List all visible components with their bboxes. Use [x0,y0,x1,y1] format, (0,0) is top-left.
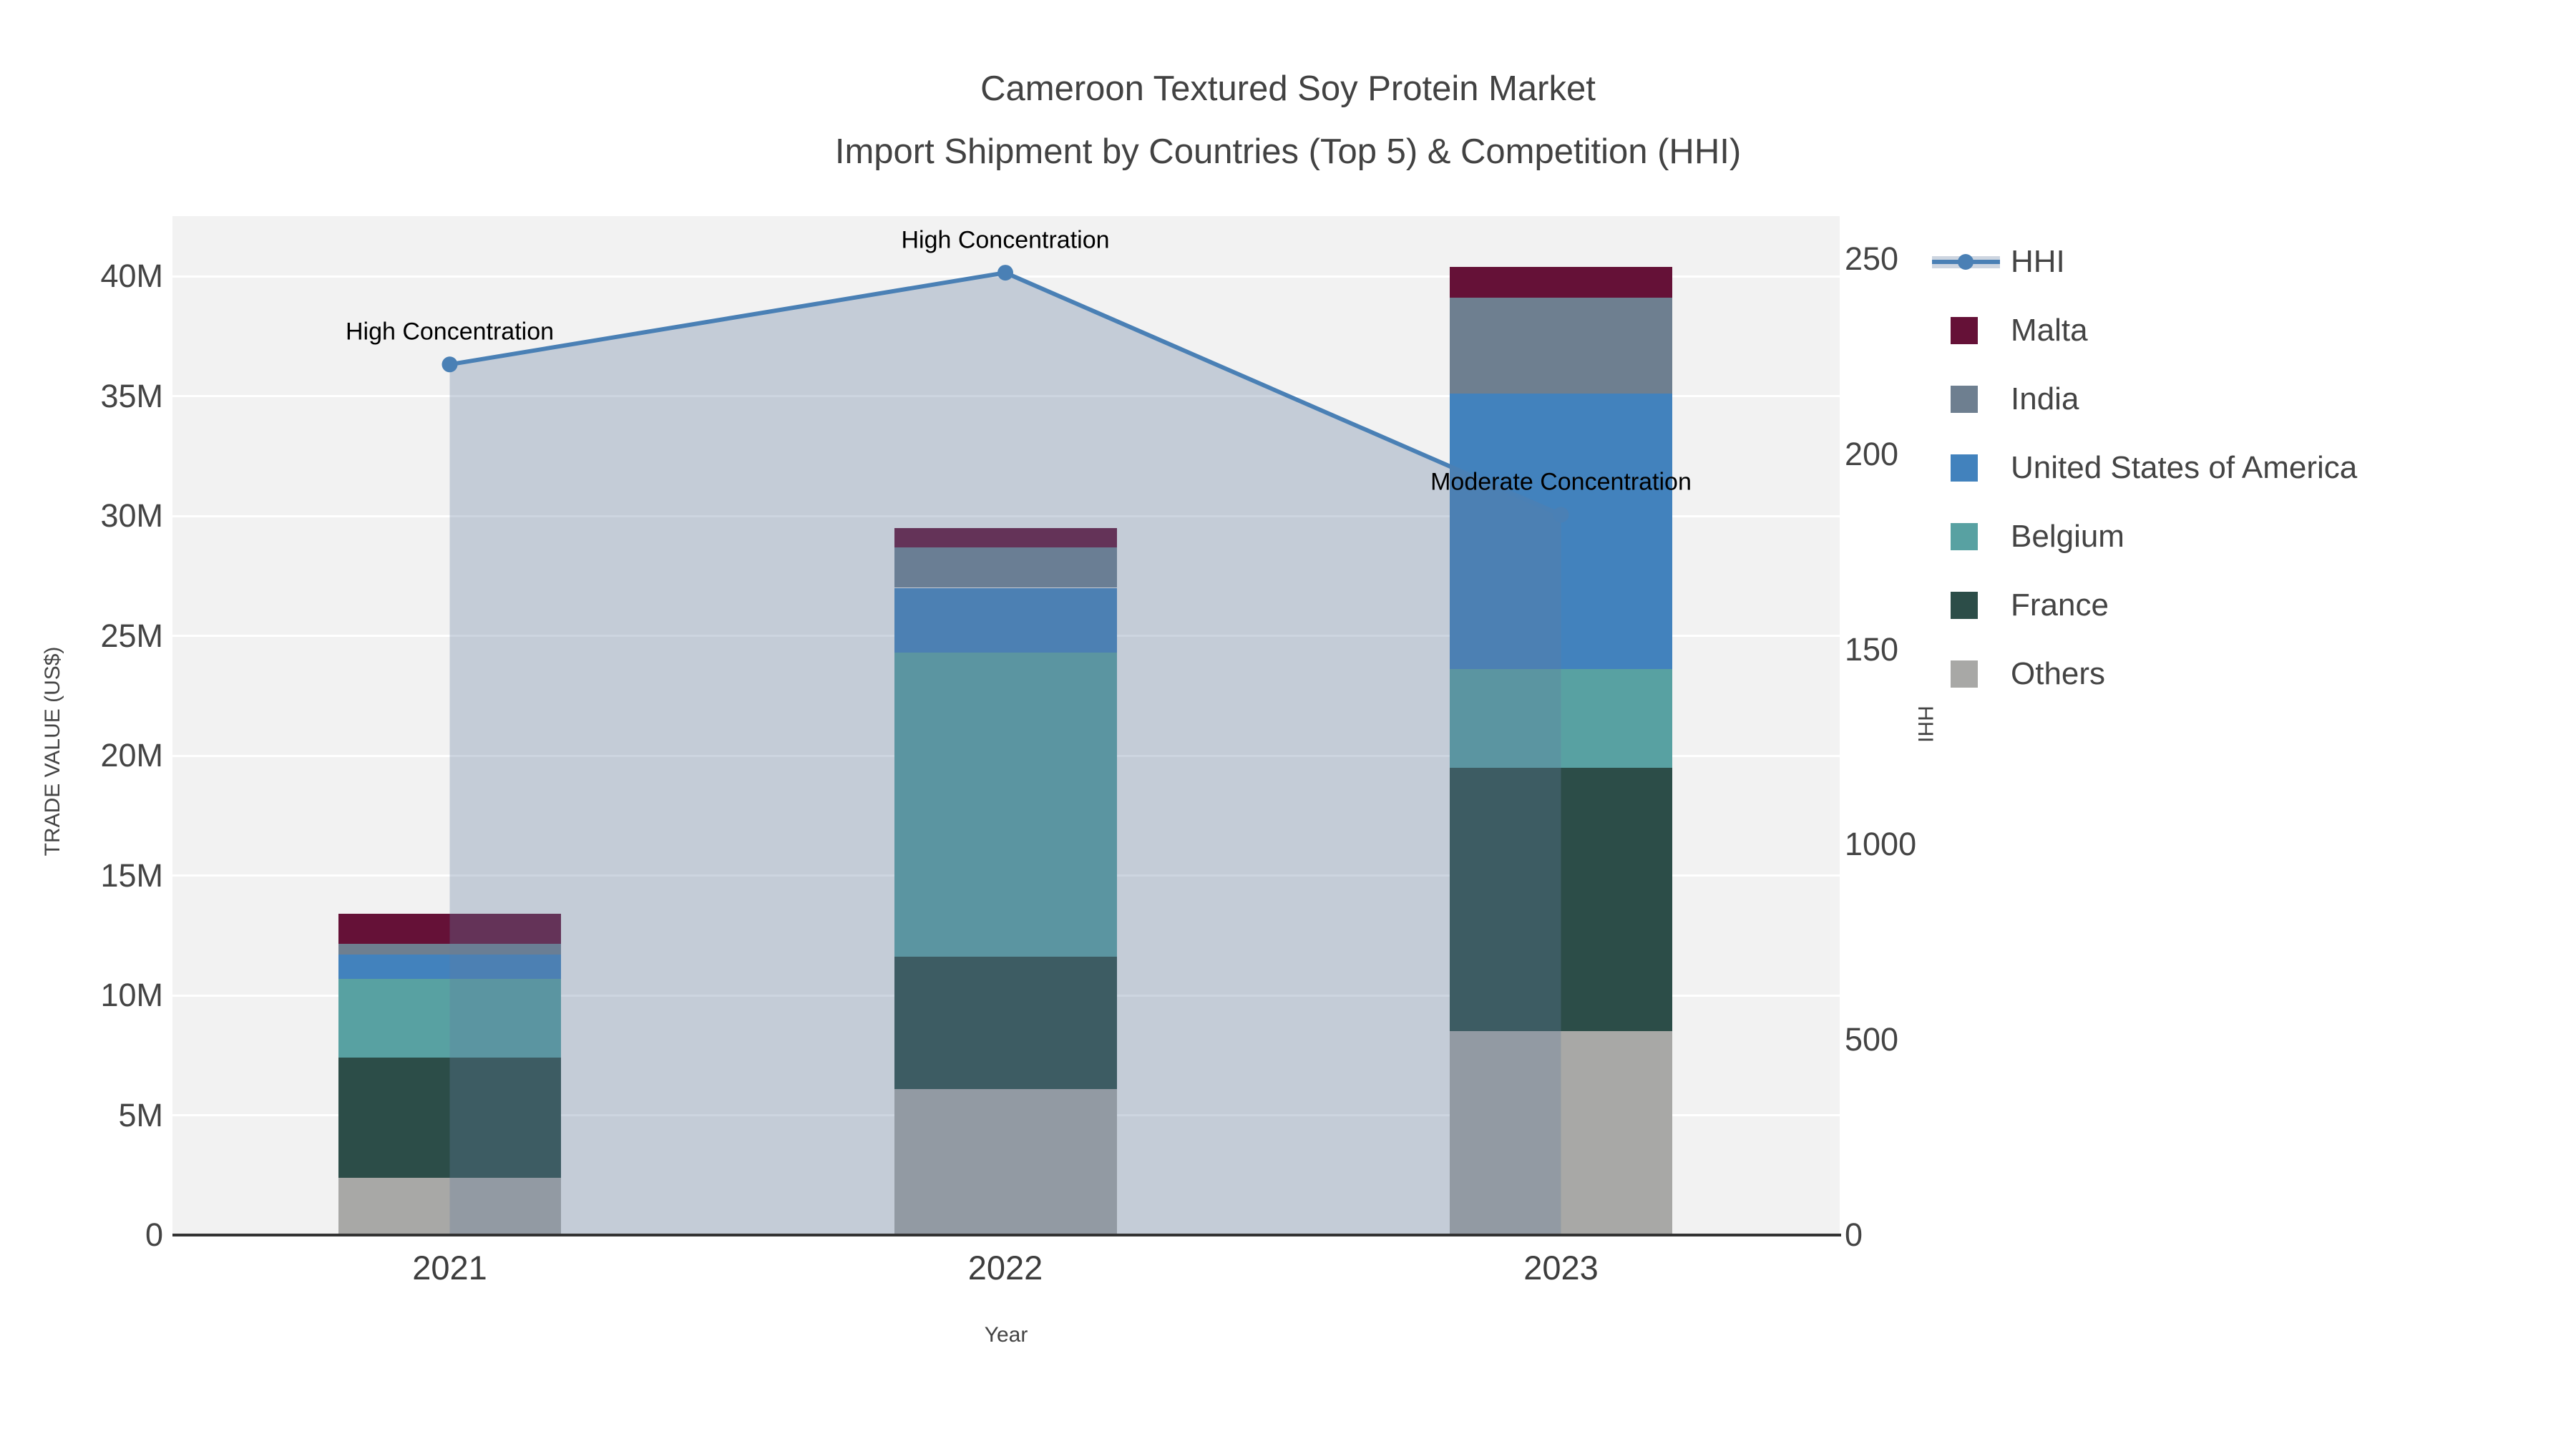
bar-segment-france-2022[interactable] [894,957,1117,1089]
left-tick-20M: 20M [100,737,163,774]
legend-label: Others [2011,656,2106,691]
left-tick-5M: 5M [118,1096,163,1133]
bar-segment-france-2021[interactable] [338,1058,561,1178]
chart-title-line2: Import Shipment by Countries (Top 5) & C… [834,132,1742,171]
color-swatch-icon [1932,315,2000,346]
legend-item-belgium[interactable]: Belgium [1932,502,2357,571]
x-axis-line [172,1234,1841,1236]
annotation-high-concentration: High Concentration [345,318,555,346]
legend: HHI Malta India United States of America Bel… [1932,228,2357,708]
legend-swatch-malta [1951,317,1978,344]
color-swatch-icon [1932,384,2000,415]
bar-segment-united-states-of-america-2022[interactable] [894,587,1117,653]
right-tick-250: 250 [1845,240,1899,277]
x-tick-2023: 2023 [1523,1249,1599,1287]
left-axis-title: TRADE VALUE (US$) [41,646,64,857]
bar-segment-others-2022[interactable] [894,1088,1117,1235]
right-tick-150: 150 [1845,630,1899,668]
color-swatch-icon [1932,521,2000,552]
legend-label: United States of America [2011,450,2358,485]
legend-item-india[interactable]: India [1932,365,2357,434]
right-tick-0: 0 [1845,1216,1863,1253]
color-swatch-icon [1932,590,2000,621]
bar-segment-others-2023[interactable] [1450,1031,1672,1235]
left-tick-25M: 25M [100,617,163,654]
hhi-line-swatch-icon [1932,246,2000,278]
hhi-marker-2023[interactable] [1553,507,1569,523]
bar-segment-united-states-of-america-2023[interactable] [1450,394,1672,670]
bar-segment-others-2021[interactable] [338,1177,561,1235]
bar-segment-malta-2021[interactable] [338,914,561,944]
right-tick-500: 500 [1845,1021,1899,1058]
bar-segment-belgium-2022[interactable] [894,652,1117,957]
bar-segment-india-2023[interactable] [1450,298,1672,394]
left-tick-40M: 40M [100,258,163,294]
color-swatch-icon [1932,658,2000,690]
legend-swatch-belgium [1951,523,1978,550]
legend-swatch-united-states-of-america [1951,454,1978,482]
hhi-marker-2021[interactable] [441,356,458,373]
bar-segment-united-states-of-america-2021[interactable] [338,955,561,979]
legend-item-france[interactable]: France [1932,571,2357,640]
legend-item-hhi[interactable]: HHI [1932,228,2357,296]
bar-segment-india-2021[interactable] [338,943,561,955]
right-tick-1000: 1000 [1845,826,1917,863]
annotation-high-concentration: High Concentration [901,226,1110,254]
bar-segment-belgium-2021[interactable] [338,978,561,1058]
left-tick-30M: 30M [100,497,163,534]
annotation-moderate-concentration: Moderate Concentration [1430,468,1692,496]
bar-segment-india-2022[interactable] [894,547,1117,588]
bar-segment-malta-2022[interactable] [894,527,1117,547]
chart-title-line1: Cameroon Textured Soy Protein Market [980,69,1596,108]
color-swatch-icon [1932,452,2000,484]
legend-label: India [2011,381,2079,416]
left-tick-10M: 10M [100,977,163,1013]
legend-item-united-states-of-america[interactable]: United States of America [1932,434,2357,502]
x-tick-2022: 2022 [967,1249,1043,1287]
right-tick-200: 200 [1845,435,1899,472]
left-tick-0: 0 [145,1216,163,1253]
legend-label: HHI [2011,244,2065,279]
bar-segment-france-2023[interactable] [1450,767,1672,1032]
legend-item-others[interactable]: Others [1932,640,2357,708]
right-axis-title: HHI [1913,706,1937,743]
bar-segment-belgium-2023[interactable] [1450,669,1672,768]
legend-swatch-france [1951,592,1978,619]
bar-segment-malta-2023[interactable] [1450,266,1672,298]
x-tick-2021: 2021 [412,1249,487,1287]
legend-label: Malta [2011,313,2088,348]
x-axis-title: Year [984,1323,1028,1347]
hhi-marker-swatch [1958,254,1974,270]
hhi-marker-2022[interactable] [997,265,1013,281]
left-tick-15M: 15M [100,857,163,894]
legend-label: Belgium [2011,519,2124,554]
legend-label: France [2011,587,2109,623]
legend-item-malta[interactable]: Malta [1932,296,2357,365]
legend-swatch-india [1951,386,1978,413]
left-tick-35M: 35M [100,377,163,414]
legend-swatch-others [1951,660,1978,688]
